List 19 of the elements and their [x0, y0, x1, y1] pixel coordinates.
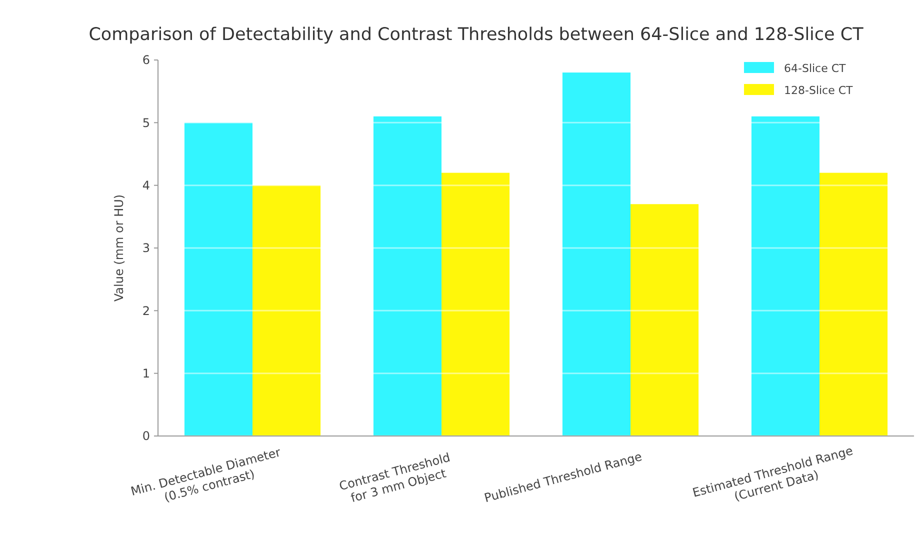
legend-label: 128-Slice CT	[784, 84, 854, 97]
bar	[442, 172, 510, 436]
bar	[820, 172, 888, 436]
y-tick-label: 5	[142, 116, 150, 130]
bar	[751, 116, 820, 436]
y-tick-label: 3	[142, 241, 150, 256]
bar	[373, 116, 442, 436]
bar	[252, 185, 321, 436]
chart-title: Comparison of Detectability and Contrast Thresholds between 64-Slice and 128-Slice CT	[88, 25, 864, 45]
legend-label: 64-Slice CT	[784, 62, 846, 75]
bar	[630, 204, 699, 436]
y-tick-label: 4	[142, 178, 150, 193]
y-axis-title: Value (mm or HU)	[112, 194, 126, 302]
y-tick-label: 0	[142, 429, 150, 444]
bar	[184, 122, 252, 436]
bar	[562, 72, 630, 436]
y-tick-label: 6	[142, 53, 150, 68]
y-tick-label: 2	[142, 304, 150, 318]
y-tick-label: 1	[142, 366, 150, 381]
